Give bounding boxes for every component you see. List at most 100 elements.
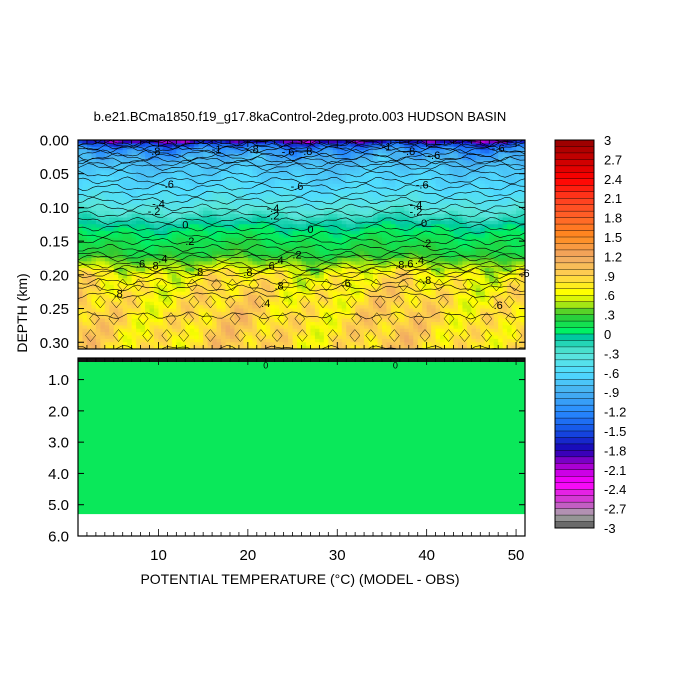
field-cell	[444, 237, 450, 242]
field-cell	[122, 180, 128, 185]
field-cell	[104, 298, 110, 303]
field-cell	[417, 160, 423, 165]
field-cell	[435, 143, 441, 148]
field-cell	[507, 264, 513, 269]
field-cell	[189, 305, 195, 310]
field-cell	[373, 217, 379, 222]
field-cell	[118, 298, 124, 303]
field-cell	[489, 261, 495, 266]
field-cell	[359, 214, 365, 219]
field-cell	[364, 193, 370, 198]
field-cell	[381, 288, 388, 293]
field-cell	[332, 150, 338, 155]
field-cell	[198, 200, 204, 205]
field-cell	[511, 301, 517, 306]
field-cell	[297, 214, 303, 219]
field-cell	[288, 140, 294, 144]
field-cell	[180, 241, 186, 246]
field-cell	[457, 301, 464, 306]
field-cell	[153, 166, 160, 171]
field-cell	[225, 301, 231, 306]
field-cell	[118, 284, 124, 289]
field-cell	[265, 247, 271, 252]
field-cell	[203, 214, 209, 219]
field-cell	[444, 224, 450, 229]
field-cell	[256, 190, 262, 195]
field-cell	[122, 295, 128, 300]
field-cell	[171, 251, 177, 256]
field-cell	[323, 268, 329, 273]
field-cell	[440, 261, 446, 266]
field-cell	[212, 173, 218, 178]
field-cell	[140, 193, 146, 198]
field-cell	[118, 237, 124, 242]
field-cell	[323, 210, 329, 215]
field-cell	[283, 251, 289, 256]
field-cell	[520, 197, 525, 202]
field-cell	[520, 288, 525, 293]
field-cell	[229, 237, 236, 242]
field-cell	[216, 278, 222, 283]
field-cell	[162, 156, 168, 161]
field-cell	[212, 163, 218, 168]
field-cell	[109, 251, 115, 256]
field-cell	[189, 254, 195, 259]
field-cell	[341, 173, 347, 178]
field-cell	[194, 153, 200, 158]
field-cell	[288, 241, 294, 246]
field-cell	[426, 305, 432, 310]
field-cell	[408, 187, 414, 192]
field-cell	[498, 298, 504, 303]
field-cell	[185, 180, 191, 185]
field-cell	[511, 143, 517, 148]
field-cell	[413, 298, 419, 303]
field-cell	[368, 153, 374, 158]
field-cell	[91, 180, 97, 185]
field-cell	[471, 200, 477, 205]
field-cell	[297, 220, 303, 225]
field-cell	[109, 264, 115, 269]
field-cell	[377, 244, 383, 249]
field-cell	[373, 271, 379, 276]
field-cell	[507, 163, 513, 168]
field-cell	[274, 217, 280, 222]
field-cell	[104, 264, 110, 269]
field-cell	[319, 288, 325, 293]
field-cell	[216, 150, 222, 155]
field-cell	[261, 261, 267, 266]
field-cell	[279, 143, 285, 148]
field-cell	[212, 220, 218, 225]
field-cell	[279, 224, 285, 229]
field-cell	[395, 247, 401, 252]
field-cell	[283, 180, 289, 185]
field-cell	[493, 143, 499, 148]
field-cell	[100, 237, 106, 242]
field-cell	[319, 278, 325, 283]
field-cell	[323, 281, 329, 286]
field-cell	[484, 183, 490, 188]
field-cell	[355, 210, 361, 215]
field-cell	[444, 247, 450, 252]
field-cell	[229, 204, 236, 209]
field-cell	[288, 190, 294, 195]
field-cell	[167, 305, 173, 310]
field-cell	[100, 210, 106, 215]
field-cell	[440, 180, 446, 185]
field-cell	[95, 160, 101, 165]
field-cell	[449, 281, 455, 286]
field-cell	[511, 227, 517, 232]
field-cell	[279, 163, 285, 168]
field-cell	[95, 197, 101, 202]
field-cell	[475, 183, 481, 188]
field-cell	[145, 170, 151, 175]
field-cell	[314, 284, 320, 289]
field-cell	[399, 247, 405, 252]
field-cell	[319, 298, 325, 303]
field-cell	[377, 268, 383, 273]
field-cell	[225, 197, 231, 202]
field-cell	[247, 214, 253, 219]
field-cell	[297, 305, 303, 310]
field-cell	[86, 284, 93, 289]
field-cell	[225, 251, 231, 256]
field-cell	[283, 150, 289, 155]
